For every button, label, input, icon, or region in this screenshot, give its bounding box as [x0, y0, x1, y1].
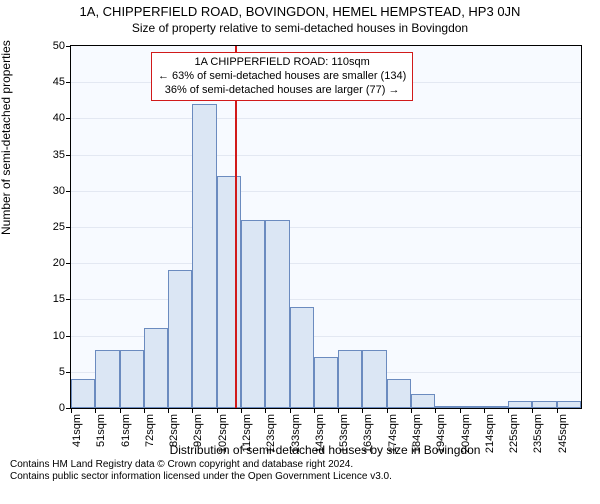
y-tick-mark: [66, 82, 71, 83]
page-title: 1A, CHIPPERFIELD ROAD, BOVINGDON, HEMEL …: [0, 4, 600, 19]
x-tick-mark: [120, 408, 121, 413]
y-tick-mark: [66, 372, 71, 373]
y-gridline: [71, 155, 581, 156]
y-tick-label: 20: [53, 257, 65, 269]
y-gridline: [71, 118, 581, 119]
annotation-box: 1A CHIPPERFIELD ROAD: 110sqm← 63% of sem…: [151, 52, 413, 101]
histogram-chart: Number of semi-detached properties 05101…: [0, 35, 600, 455]
y-tick-label: 30: [53, 185, 65, 197]
y-tick-mark: [66, 155, 71, 156]
y-tick-label: 35: [53, 149, 65, 161]
histogram-bar: [168, 270, 192, 408]
y-tick-label: 15: [53, 293, 65, 305]
histogram-bar: [557, 401, 581, 408]
x-tick-mark: [557, 408, 558, 413]
x-tick-mark: [241, 408, 242, 413]
y-tick-mark: [66, 46, 71, 47]
annotation-line-2: ← 63% of semi-detached houses are smalle…: [158, 70, 406, 84]
y-gridline: [71, 227, 581, 228]
x-tick-mark: [144, 408, 145, 413]
x-tick-mark: [435, 408, 436, 413]
y-tick-label: 50: [53, 40, 65, 52]
histogram-bar: [71, 379, 95, 408]
histogram-bar: [265, 220, 289, 408]
y-axis-label: Number of semi-detached properties: [0, 40, 13, 235]
histogram-bar: [290, 307, 314, 408]
footer-line-2: Contains public sector information licen…: [10, 471, 590, 483]
histogram-bar: [387, 379, 411, 408]
x-tick-mark: [217, 408, 218, 413]
y-tick-label: 0: [59, 402, 65, 414]
x-tick-mark: [265, 408, 266, 413]
x-axis-label: Distribution of semi-detached houses by …: [70, 443, 580, 457]
histogram-bar: [435, 406, 459, 408]
x-tick-mark: [168, 408, 169, 413]
x-tick-mark: [460, 408, 461, 413]
y-tick-label: 10: [53, 330, 65, 342]
histogram-bar: [95, 350, 119, 408]
histogram-bar: [484, 406, 508, 408]
plot-area: 0510152025303540455041sqm51sqm61sqm72sqm…: [70, 45, 582, 409]
x-tick-mark: [362, 408, 363, 413]
y-tick-mark: [66, 191, 71, 192]
y-tick-label: 40: [53, 112, 65, 124]
x-tick-mark: [314, 408, 315, 413]
x-tick-mark: [71, 408, 72, 413]
y-tick-mark: [66, 263, 71, 264]
y-gridline: [71, 263, 581, 264]
histogram-bar: [411, 394, 435, 408]
y-tick-label: 25: [53, 221, 65, 233]
x-tick-mark: [338, 408, 339, 413]
x-tick-mark: [95, 408, 96, 413]
y-gridline: [71, 299, 581, 300]
x-tick-mark: [484, 408, 485, 413]
histogram-bar: [338, 350, 362, 408]
footer-line-1: Contains HM Land Registry data © Crown c…: [10, 459, 590, 471]
histogram-bar: [362, 350, 386, 408]
histogram-bar: [460, 406, 484, 408]
histogram-bar: [144, 328, 168, 408]
histogram-bar: [532, 401, 556, 408]
y-gridline: [71, 191, 581, 192]
annotation-line-3: 36% of semi-detached houses are larger (…: [158, 84, 406, 98]
y-tick-mark: [66, 118, 71, 119]
histogram-bar: [120, 350, 144, 408]
annotation-line-1: 1A CHIPPERFIELD ROAD: 110sqm: [158, 56, 406, 70]
y-tick-label: 45: [53, 76, 65, 88]
x-tick-mark: [290, 408, 291, 413]
y-tick-mark: [66, 227, 71, 228]
y-tick-mark: [66, 336, 71, 337]
x-tick-mark: [387, 408, 388, 413]
y-tick-mark: [66, 299, 71, 300]
histogram-bar: [314, 357, 338, 408]
x-tick-mark: [508, 408, 509, 413]
x-tick-mark: [411, 408, 412, 413]
page-subtitle: Size of property relative to semi-detach…: [0, 21, 600, 35]
histogram-bar: [192, 104, 216, 408]
histogram-bar: [241, 220, 265, 408]
x-tick-mark: [192, 408, 193, 413]
histogram-bar: [508, 401, 532, 408]
y-tick-label: 5: [59, 366, 65, 378]
x-tick-mark: [532, 408, 533, 413]
